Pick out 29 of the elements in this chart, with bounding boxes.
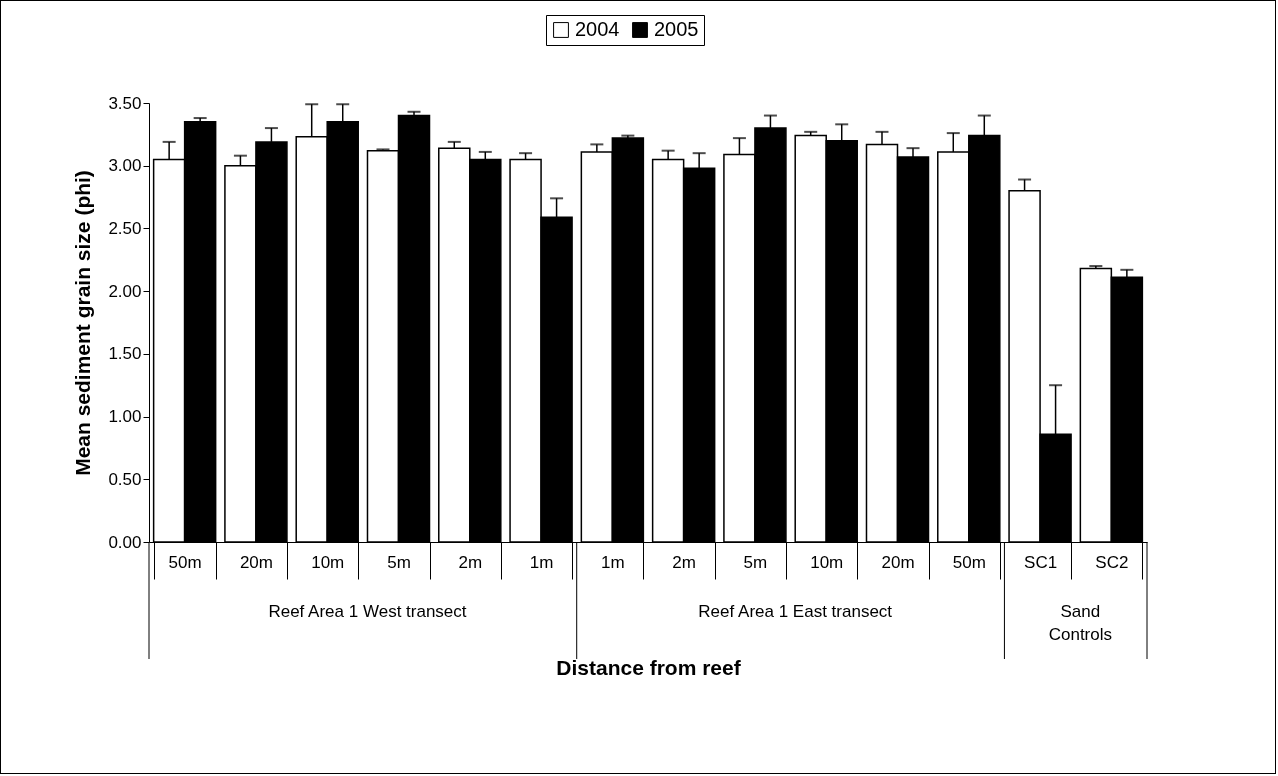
y-axis-title: Mean sediment grain size (phi) bbox=[71, 170, 95, 476]
x-tick-label: 2m bbox=[672, 552, 696, 572]
y-tick-label: 2.00 bbox=[108, 281, 142, 301]
y-tick-label: 3.00 bbox=[108, 156, 142, 176]
y-tick-label: 2.50 bbox=[108, 218, 142, 238]
x-tick-label: 2m bbox=[458, 552, 483, 572]
y-tick-label: 0.00 bbox=[108, 532, 142, 552]
x-tick-label: 50m bbox=[952, 552, 986, 572]
y-tick-label: 0.50 bbox=[108, 469, 142, 489]
x-tick-label: 1m bbox=[601, 552, 625, 572]
legend-label: 2004 bbox=[575, 18, 620, 40]
x-tick-label: 20m bbox=[239, 552, 273, 572]
y-tick-label: 1.00 bbox=[108, 407, 142, 427]
x-tick-label: 5m bbox=[387, 552, 411, 572]
x-tick-label: 5m bbox=[743, 552, 768, 572]
x-tick-label: 10m bbox=[810, 552, 844, 572]
y-tick-label: 1.50 bbox=[108, 344, 142, 364]
x-tick-label: SC1 bbox=[1024, 552, 1058, 572]
legend-label: 2005 bbox=[654, 18, 699, 40]
text: Reef Area 1 West transect bbox=[268, 602, 467, 621]
text: Reef Area 1 East transect bbox=[698, 602, 893, 621]
text: Sand Controls bbox=[1048, 602, 1112, 644]
x-axis-title: Distance from reef bbox=[556, 656, 742, 679]
x-tick-label: 1m bbox=[529, 552, 554, 572]
x-tick-label: 10m bbox=[311, 552, 345, 572]
x-tick-label: SC2 bbox=[1095, 552, 1129, 572]
x-tick-label: 20m bbox=[881, 552, 915, 572]
y-tick-label: 3.50 bbox=[108, 93, 142, 113]
x-tick-label: 50m bbox=[168, 552, 202, 572]
